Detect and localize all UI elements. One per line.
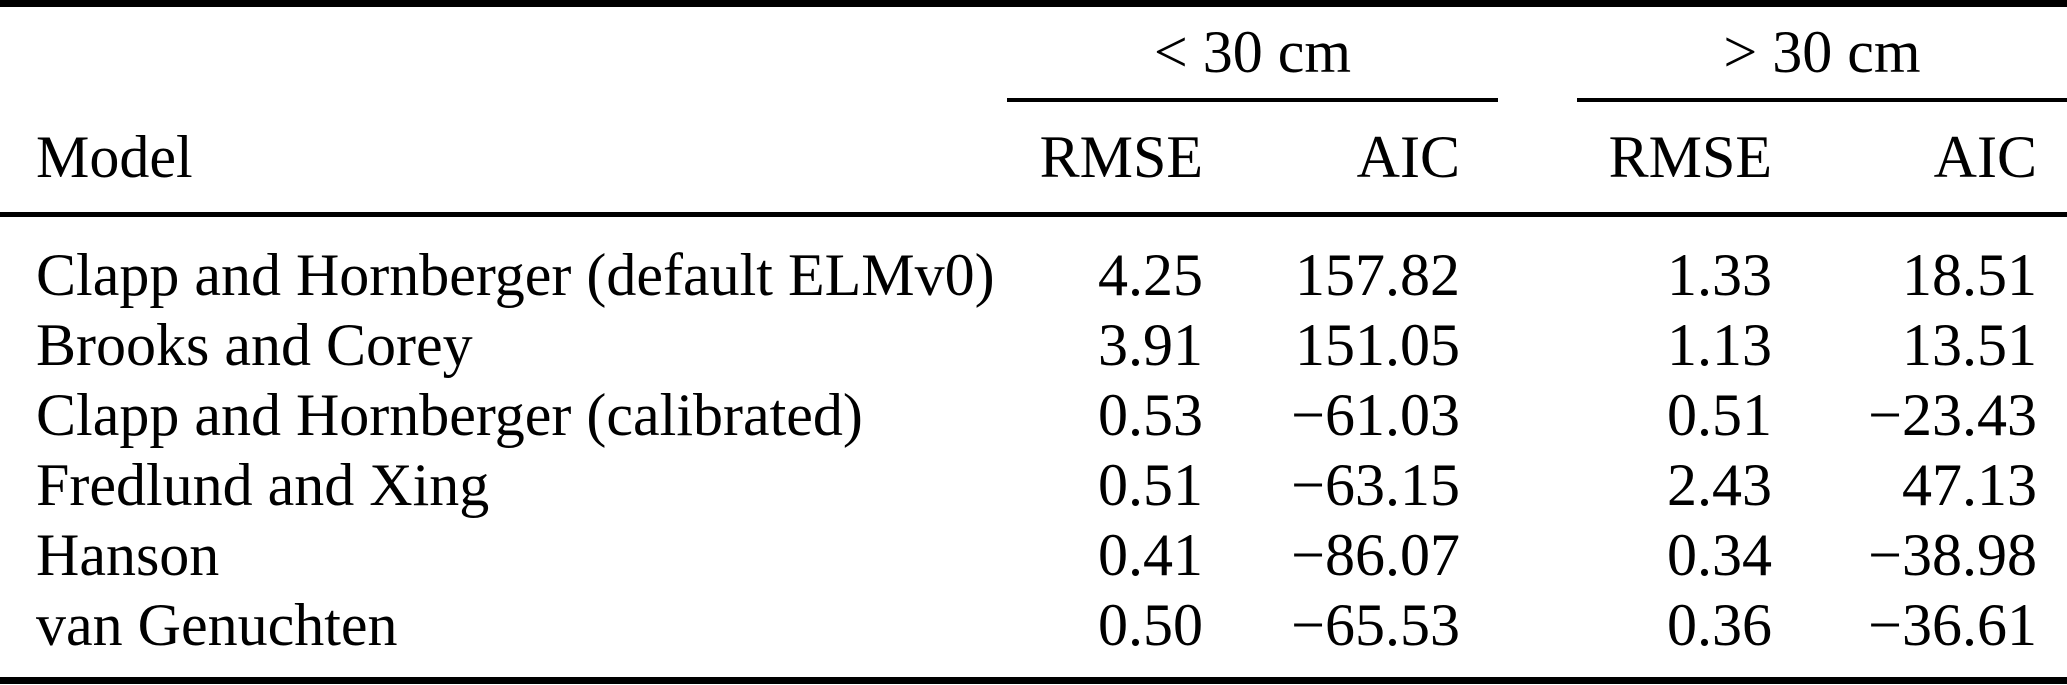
model-name: Clapp and Hornberger (calibrated): [36, 382, 863, 448]
rmse-lt30-value: 0.50: [1098, 592, 1203, 658]
model-name: Clapp and Hornberger (default ELMv0): [36, 242, 995, 308]
column-header-rmse-gt30: RMSE: [1608, 124, 1772, 190]
rmse-gt30-value: 0.36: [1667, 592, 1772, 658]
rmse-gt30-value: 2.43: [1667, 452, 1772, 518]
model-name: van Genuchten: [36, 592, 398, 658]
table-row: van Genuchten 0.50 −65.53 0.36 −36.61: [0, 590, 2067, 660]
aic-gt30-value: 18.51: [1902, 242, 2037, 308]
aic-gt30-value: 47.13: [1902, 452, 2037, 518]
aic-lt30-value: −63.15: [1291, 452, 1460, 518]
rmse-lt30-value: 0.51: [1098, 452, 1203, 518]
table-body: Clapp and Hornberger (default ELMv0) 4.2…: [0, 240, 2067, 660]
aic-lt30-value: −86.07: [1291, 522, 1460, 588]
rmse-lt30-value: 4.25: [1098, 242, 1203, 308]
rmse-gt30-value: 1.13: [1667, 312, 1772, 378]
column-group-lt30cm: < 30 cm: [1153, 19, 1352, 85]
rmse-gt30-value: 1.33: [1667, 242, 1772, 308]
aic-gt30-value: −36.61: [1868, 592, 2037, 658]
column-header-rmse-lt30: RMSE: [1039, 124, 1203, 190]
model-name: Fredlund and Xing: [36, 452, 490, 518]
column-header-model: Model: [36, 124, 193, 190]
column-header-aic-lt30: AIC: [1356, 124, 1460, 190]
table-header-rule: [0, 212, 2067, 217]
aic-lt30-value: −65.53: [1291, 592, 1460, 658]
rmse-lt30-value: 0.53: [1098, 382, 1203, 448]
aic-gt30-value: 13.51: [1902, 312, 2037, 378]
table-bottom-rule: [0, 677, 2067, 684]
rmse-gt30-value: 0.34: [1667, 522, 1772, 588]
table-row: Hanson 0.41 −86.07 0.34 −38.98: [0, 520, 2067, 590]
rmse-lt30-value: 3.91: [1098, 312, 1203, 378]
aic-lt30-value: −61.03: [1291, 382, 1460, 448]
group-rule-lt30cm: [1007, 98, 1498, 102]
aic-lt30-value: 157.82: [1295, 242, 1460, 308]
table-row: Fredlund and Xing 0.51 −63.15 2.43 47.13: [0, 450, 2067, 520]
rmse-lt30-value: 0.41: [1098, 522, 1203, 588]
table-row: Clapp and Hornberger (calibrated) 0.53 −…: [0, 380, 2067, 450]
table-top-rule: [0, 0, 2067, 7]
aic-lt30-value: 151.05: [1295, 312, 1460, 378]
aic-gt30-value: −23.43: [1868, 382, 2037, 448]
table-row: Brooks and Corey 3.91 151.05 1.13 13.51: [0, 310, 2067, 380]
group-rule-gt30cm: [1577, 98, 2067, 102]
model-name: Brooks and Corey: [36, 312, 473, 378]
rmse-gt30-value: 0.51: [1667, 382, 1772, 448]
column-header-aic-gt30: AIC: [1933, 124, 2037, 190]
table-row: Clapp and Hornberger (default ELMv0) 4.2…: [0, 240, 2067, 310]
column-group-gt30cm: > 30 cm: [1723, 19, 1921, 85]
aic-gt30-value: −38.98: [1868, 522, 2037, 588]
model-name: Hanson: [36, 522, 220, 588]
column-header-row: Model RMSE AIC RMSE AIC: [0, 122, 2067, 192]
